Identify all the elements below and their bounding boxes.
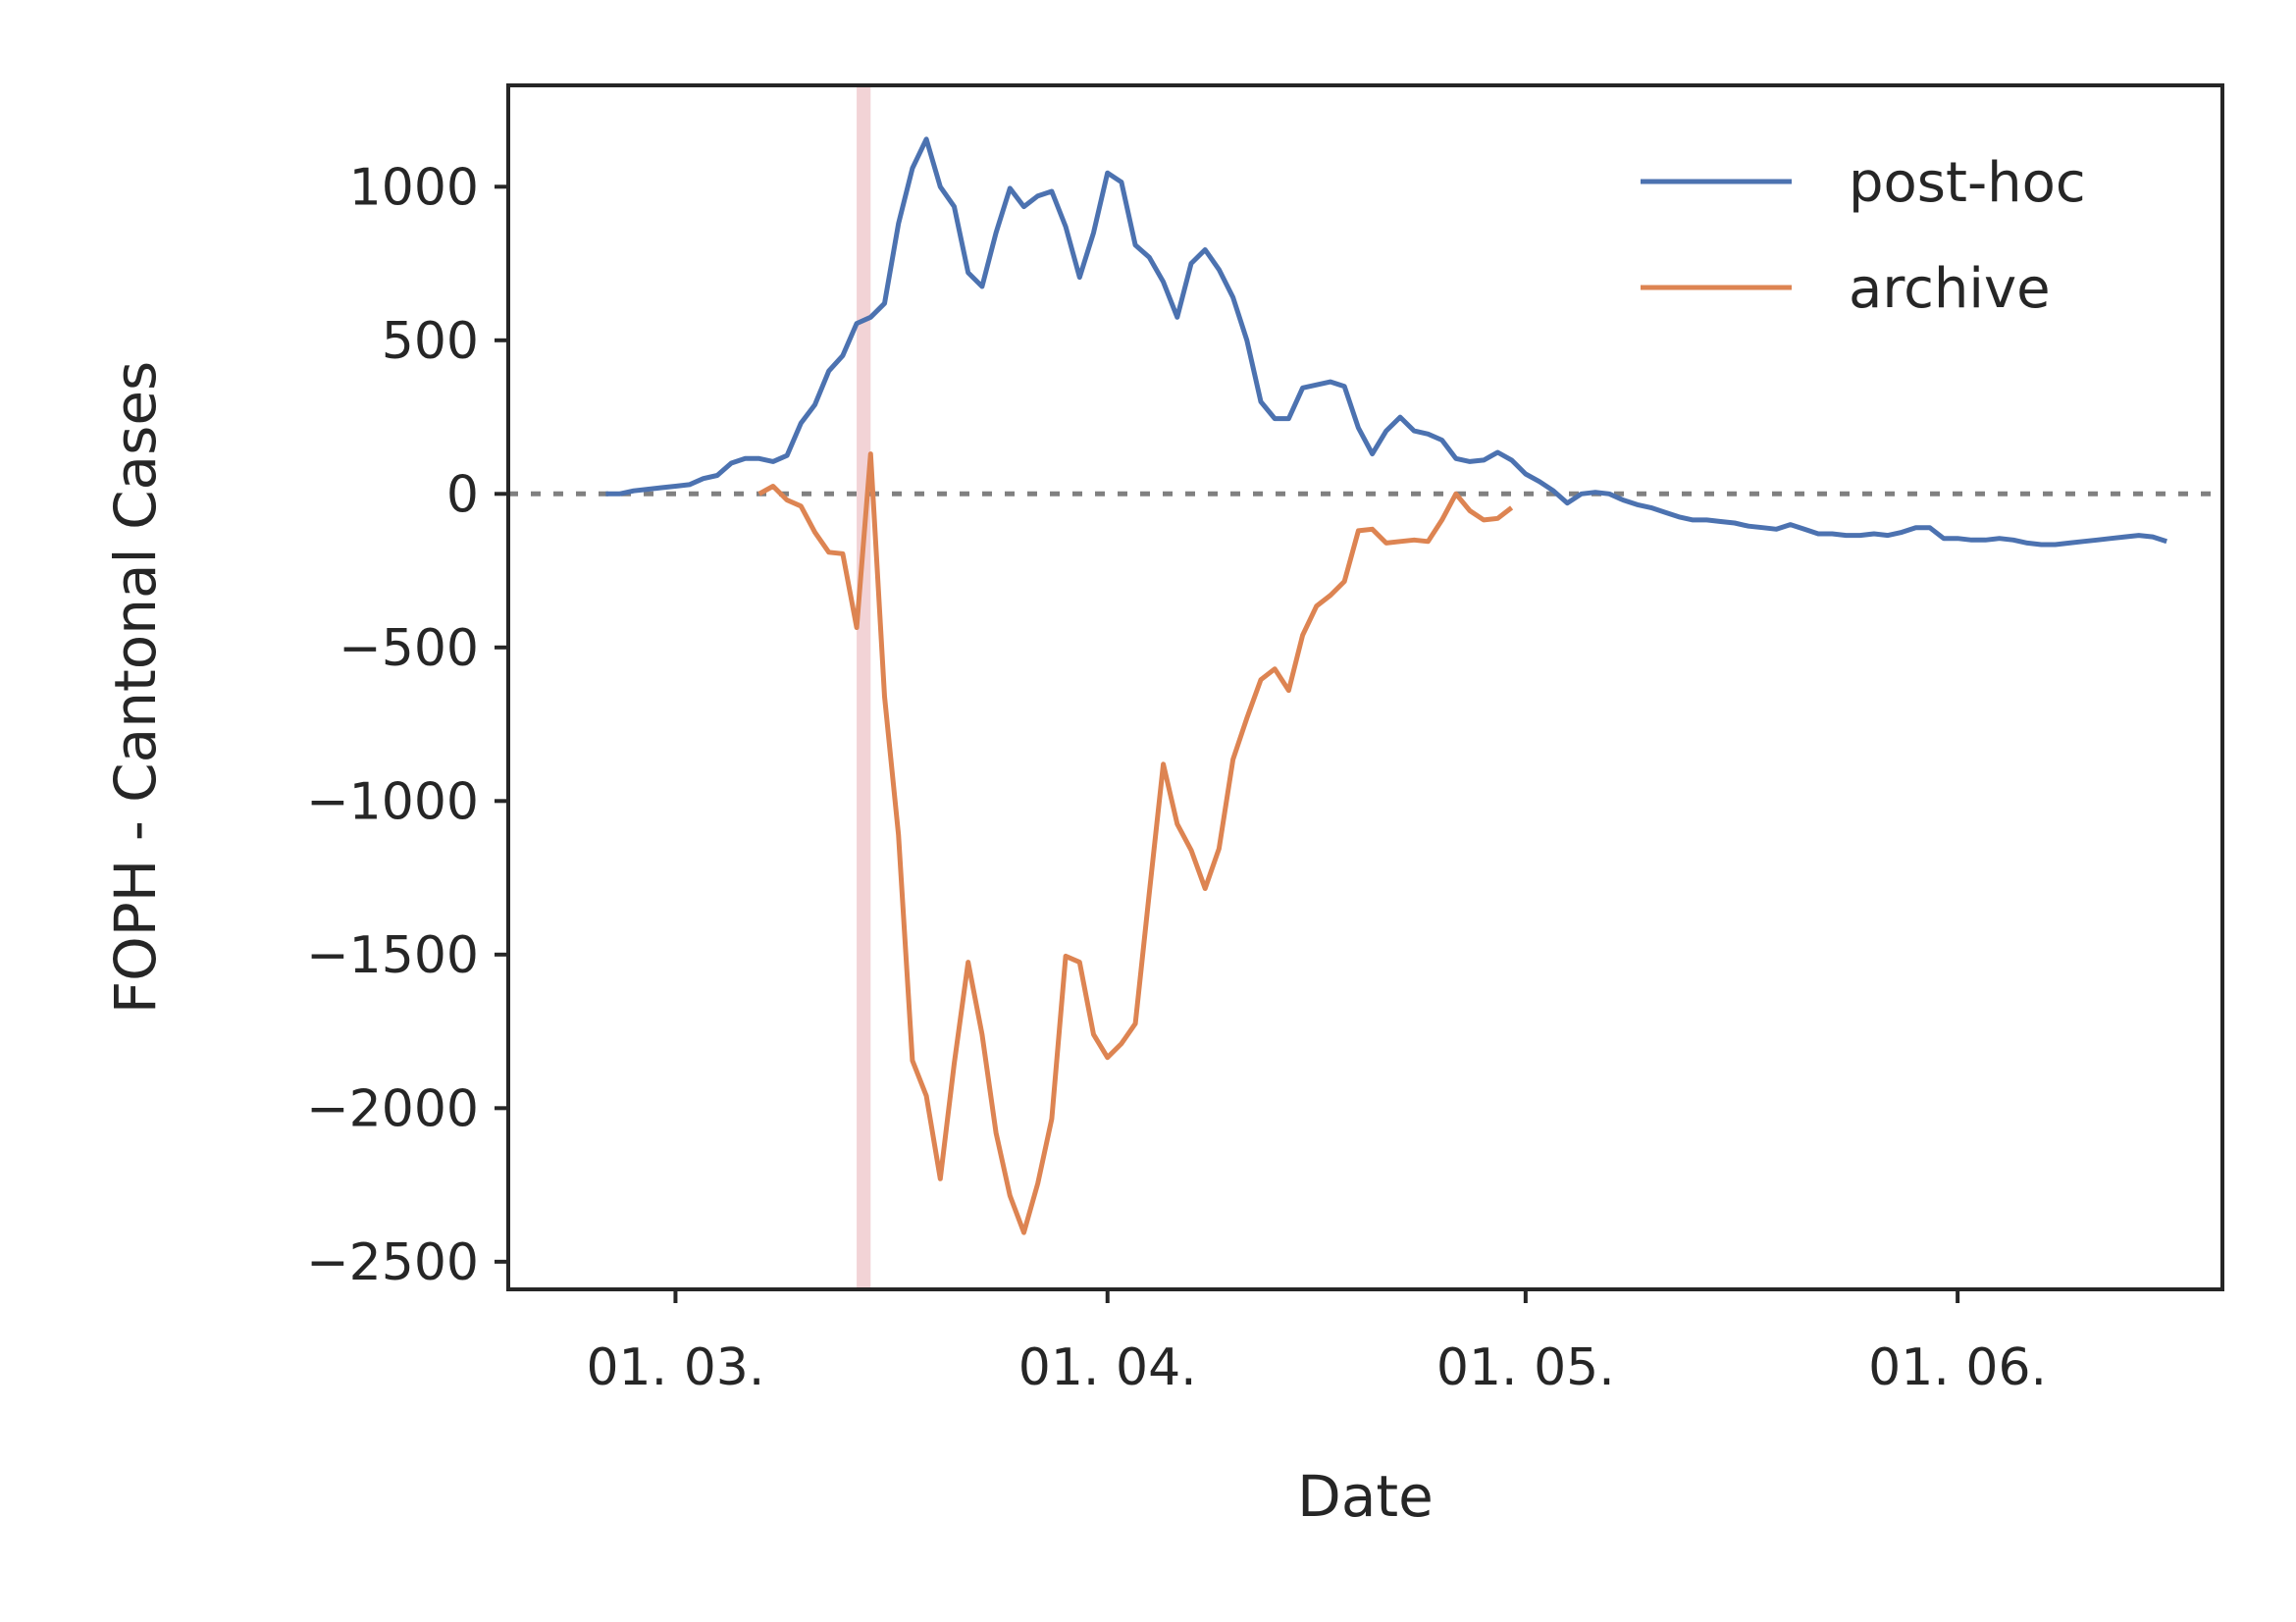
legend-label-post-hoc: post-hoc	[1849, 151, 2086, 215]
y-tick-label: 1000	[349, 158, 479, 217]
x-tick-label: 01. 03.	[586, 1338, 764, 1397]
y-axis-label: FOPH - Cantonal Cases	[102, 361, 169, 1014]
axes-frame	[506, 83, 2224, 1291]
x-tick-label: 01. 06.	[1868, 1338, 2047, 1397]
legend-label-archive: archive	[1849, 257, 2051, 321]
y-tick-label: −1000	[306, 772, 479, 831]
x-tick-label: 01. 05.	[1436, 1338, 1615, 1397]
x-tick-label: 01. 04.	[1018, 1338, 1197, 1397]
y-tick-label: −1500	[306, 926, 479, 985]
highlight-band	[857, 85, 871, 1289]
y-tick-label: −2000	[306, 1079, 479, 1138]
y-tick-label: 0	[446, 465, 479, 524]
plot-area	[508, 85, 2222, 1289]
y-tick-label: 500	[382, 312, 479, 371]
axes: 1000 500 0 −500 −1000 −1500 −2000 −2500 01. 03. 0…	[306, 83, 2224, 1397]
x-axis-label: Date	[1297, 1463, 1434, 1530]
y-tick-label: −2500	[306, 1233, 479, 1292]
y-tick-label: −500	[339, 619, 479, 678]
series-line-post-hoc	[605, 136, 2167, 548]
legend: post-hoc archive	[1641, 151, 2086, 321]
series-line-archive	[757, 451, 1514, 1235]
